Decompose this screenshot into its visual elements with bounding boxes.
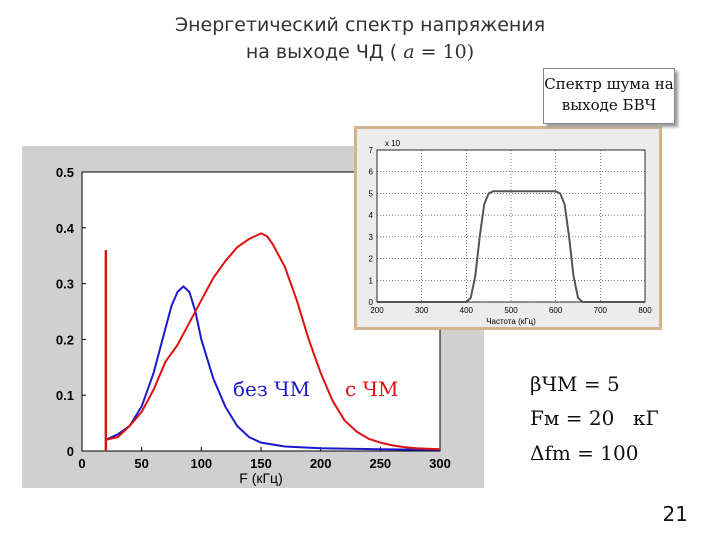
- inset-series-line: [377, 190, 645, 303]
- inset-y-tick-label: 4: [369, 211, 374, 220]
- inset-y-tick-label: 6: [369, 168, 374, 177]
- x-axis-label: F (кГц): [239, 470, 283, 486]
- inset-y-tick-label: 3: [369, 233, 374, 242]
- y-tick-label: 0.4: [56, 221, 75, 236]
- inset-noise-chart: 200 300 400 500 600 700 800 0 1 2 3 4 5 6 7 x 10 Частота…: [369, 139, 653, 326]
- x-tick-label: 300: [429, 456, 451, 471]
- title-line2-prefix: на выходе ЧД (: [245, 41, 398, 63]
- inset-y-tick-label: 5: [369, 189, 374, 198]
- label-with-fm: с ЧМ: [345, 377, 399, 401]
- inset-x-tick-label: 700: [594, 306, 608, 315]
- formula-fm: Fм = 20: [530, 406, 615, 430]
- slide-title-line1: Энергетический спектр напряжения: [174, 14, 546, 36]
- formula-beta: βЧМ = 5: [530, 372, 620, 396]
- inset-y-tick-label: 2: [369, 255, 374, 264]
- title-line2-suffix: = 10): [420, 41, 475, 63]
- inset-x-tick-label: 500: [504, 306, 518, 315]
- x-tick-label: 250: [369, 456, 391, 471]
- series-line-with-fm: [105, 232, 441, 451]
- callout-line2: выходе БВЧ: [561, 96, 657, 114]
- title-alpha: a: [403, 41, 415, 63]
- formula-fm-unit: кГ: [633, 406, 659, 430]
- y-tick-label: 0.1: [56, 388, 74, 403]
- page-number: 21: [662, 502, 688, 526]
- x-tick-label: 0: [78, 456, 85, 471]
- inset-x-tick-label: 800: [638, 306, 652, 315]
- inset-x-tick-label: 600: [549, 306, 563, 315]
- inset-x-axis-label: Частота (кГц): [486, 317, 536, 326]
- inset-y-tick-label: 0: [369, 298, 374, 307]
- slide-title-line2: на выходе ЧД ( a = 10): [0, 41, 720, 63]
- inset-x-tick-label: 200: [370, 306, 384, 315]
- y-tick-label: 0: [67, 444, 74, 459]
- inset-x-tick-label: 400: [460, 306, 474, 315]
- noise-spectrum-callout: Спектр шума на выходе БВЧ: [543, 68, 675, 124]
- x-tick-label: 50: [134, 456, 148, 471]
- y-tick-label: 0.2: [56, 332, 74, 347]
- y-tick-label: 0.3: [56, 277, 74, 292]
- x-tick-label: 200: [310, 456, 332, 471]
- inset-exponent-label: x 10: [385, 139, 401, 148]
- callout-line1: Спектр шума на: [544, 75, 674, 93]
- x-tick-label: 100: [190, 456, 212, 471]
- formula-deviation: Δfm = 100: [530, 441, 639, 465]
- x-tick-label: 150: [250, 456, 272, 471]
- y-tick-label: 0.5: [56, 165, 74, 180]
- inset-x-tick-label: 300: [415, 306, 429, 315]
- label-without-fm: без ЧМ: [233, 377, 311, 401]
- inset-y-tick-label: 1: [369, 276, 374, 285]
- inset-y-tick-label: 7: [369, 146, 374, 155]
